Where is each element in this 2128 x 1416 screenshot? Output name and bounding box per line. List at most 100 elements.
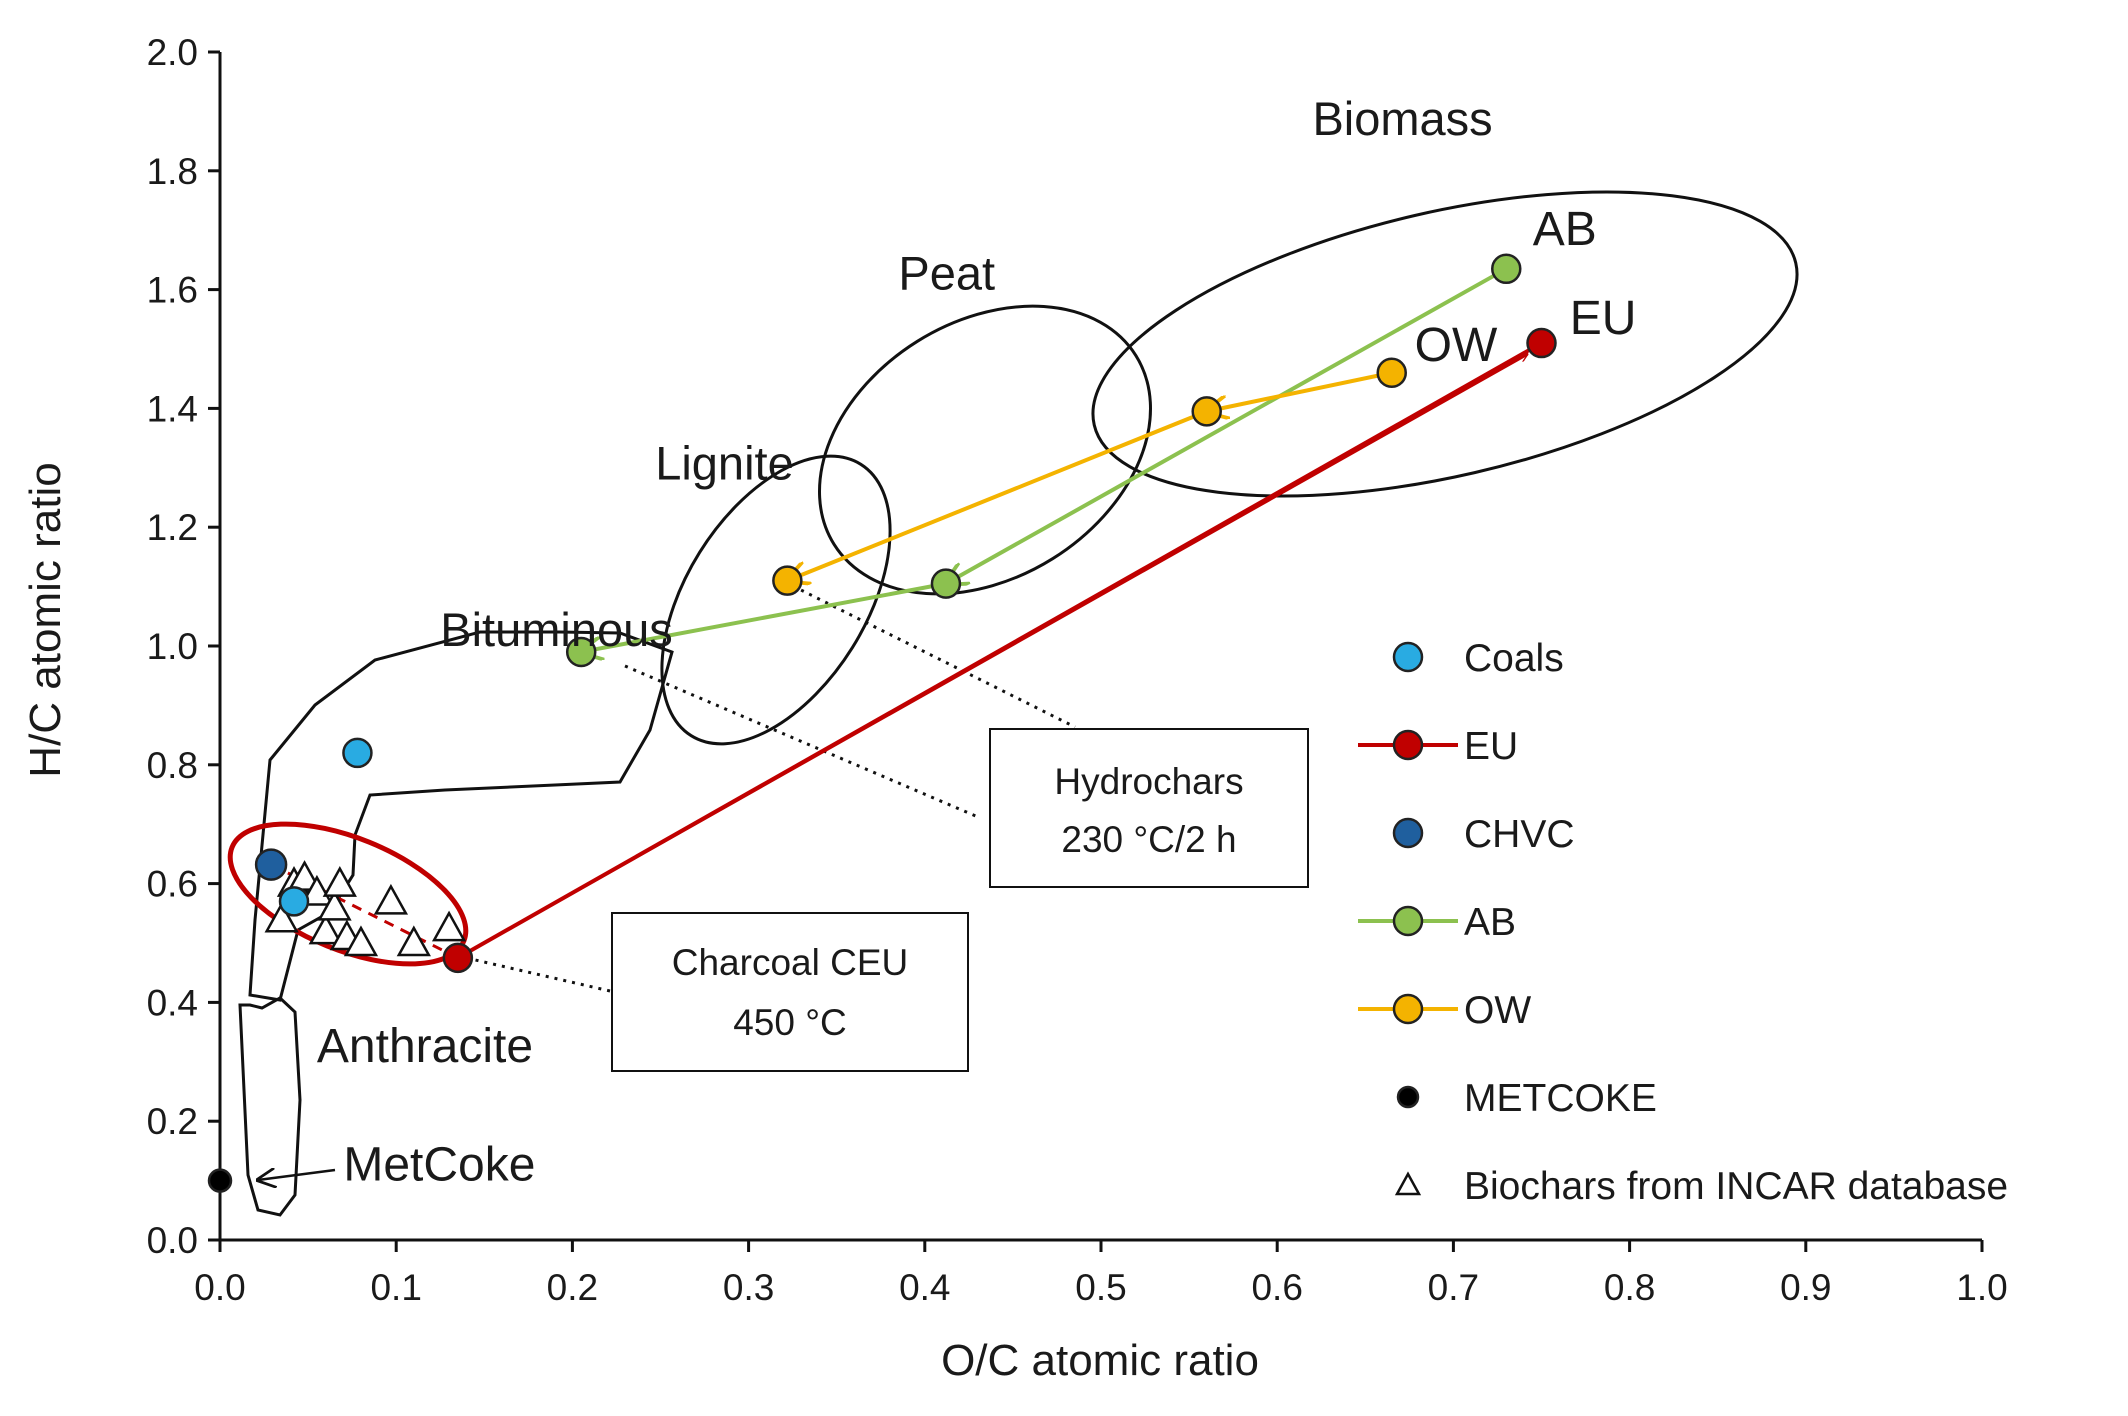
metcoke-point <box>207 1168 233 1193</box>
region-label-metcoke: MetCoke <box>343 1139 535 1192</box>
ow-point <box>1376 357 1407 389</box>
legend-marker-eu <box>1392 729 1424 761</box>
annotations: Hydrochars 230 °C/2 h Charcoal CEU 450 °… <box>457 580 1309 1072</box>
point-label-ab: AB <box>1533 203 1597 256</box>
biochar-point <box>343 925 379 957</box>
legend-item-biochar: Biochars from INCAR database <box>1394 1165 2008 1208</box>
hydrochar-connector-1 <box>624 664 979 819</box>
ab-trajectory-line <box>581 581 947 652</box>
charcoal-connector <box>457 954 611 993</box>
ow-point <box>1191 396 1222 427</box>
ab-point <box>565 636 597 668</box>
x-tick-label: 1.0 <box>1956 1267 2007 1308</box>
region-label-anthracite: Anthracite <box>317 1020 533 1073</box>
legend-label-ab: AB <box>1464 901 1516 944</box>
legend-marker-coals <box>1392 641 1424 673</box>
classification-regions <box>227 190 1799 1217</box>
hydrochars-box <box>989 728 1309 888</box>
charcoal-condition: 450 °C <box>733 1002 847 1043</box>
x-tick-label: 0.1 <box>370 1267 421 1308</box>
anthracite-region <box>238 996 302 1217</box>
x-tick-label: 0.8 <box>1604 1267 1655 1308</box>
biochar-point <box>264 901 299 933</box>
legend-marker-biochar <box>1394 1171 1422 1196</box>
region-label-bituminous: Bituminous <box>440 603 673 656</box>
metcoke-pointer <box>258 1170 336 1180</box>
biomass-region <box>1091 190 1799 498</box>
x-tick-label: 0.9 <box>1780 1267 1831 1308</box>
biochar-point <box>396 925 431 957</box>
legend-label-coals: Coals <box>1464 637 1564 680</box>
legend-marker-metcoke <box>1396 1085 1420 1109</box>
series-lines <box>270 267 1543 960</box>
axes: 0.0 0.1 0.2 0.3 0.4 0.5 0.6 0.7 0.8 0.9 1.0 0.0 0.2 0… <box>147 32 2008 1308</box>
point-label-eu: EU <box>1570 292 1637 345</box>
biochar-point <box>308 913 343 945</box>
region-label-lignite: Lignite <box>655 437 794 490</box>
charcoal-box <box>611 912 969 1072</box>
legend-label-metcoke: METCOKE <box>1464 1077 1657 1120</box>
x-axis-title: O/C atomic ratio <box>941 1336 1259 1385</box>
y-tick-label: 0.4 <box>147 982 198 1023</box>
region-label-biomass: Biomass <box>1312 92 1492 145</box>
chvc-point <box>254 848 288 881</box>
legend-label-eu: EU <box>1464 725 1518 768</box>
y-tick-label: 0.6 <box>147 864 198 905</box>
x-tick-label: 0.4 <box>899 1267 950 1308</box>
legend-item-chvc: CHVC <box>1392 813 1575 856</box>
eu-point <box>442 942 474 974</box>
legend-label-chvc: CHVC <box>1464 813 1575 856</box>
ab-point <box>930 568 962 599</box>
legend-marker-ow <box>1392 993 1424 1025</box>
legend-label-ow: OW <box>1464 989 1531 1032</box>
eu-charcoal-arrow <box>457 352 1528 960</box>
x-tick-label: 0.3 <box>723 1267 774 1308</box>
biochar-point <box>373 883 409 915</box>
peat-region <box>818 304 1152 596</box>
x-tick-label: 0.0 <box>194 1267 245 1308</box>
point-label-ow: OW <box>1415 319 1498 372</box>
x-tick-label: 0.5 <box>1075 1267 1126 1308</box>
legend-item-ab: AB <box>1358 901 1516 944</box>
biochar-point <box>317 889 352 921</box>
region-label-peat: Peat <box>898 247 995 300</box>
hydrochars-label: Hydrochars <box>1054 761 1243 802</box>
ow-trajectory-line <box>1207 370 1393 412</box>
y-axis-title: H/C atomic ratio <box>21 462 70 777</box>
legend-item-eu: EU <box>1358 725 1518 768</box>
biochar-point <box>322 866 357 897</box>
y-tick-label: 0.2 <box>147 1101 198 1142</box>
ab-trajectory-line <box>946 267 1508 584</box>
biochar-point <box>299 874 335 906</box>
legend-item-ow: OW <box>1358 989 1531 1032</box>
y-tick-label: 1.4 <box>147 388 198 429</box>
ow-trajectory-line <box>787 409 1208 580</box>
x-tick-label: 0.7 <box>1428 1267 1479 1308</box>
y-tick-label: 2.0 <box>147 32 198 73</box>
y-tick-label: 1.8 <box>147 151 198 192</box>
legend-marker-chvc <box>1392 817 1424 849</box>
lignite-region <box>660 454 892 746</box>
legend-item-metcoke: METCOKE <box>1396 1077 1657 1120</box>
charcoal-label: Charcoal CEU <box>672 942 908 983</box>
biochar-point <box>431 910 467 942</box>
legend-item-coals: Coals <box>1392 637 1564 680</box>
y-tick-label: 1.0 <box>147 626 198 667</box>
ab-point <box>1491 253 1522 285</box>
y-tick-label: 1.2 <box>147 507 198 548</box>
coals-point <box>278 886 310 917</box>
y-tick-label: 0.0 <box>147 1220 198 1261</box>
x-tick-label: 0.2 <box>547 1267 598 1308</box>
ow-point <box>772 565 803 596</box>
legend-marker-ab <box>1392 905 1424 937</box>
eu-point <box>1526 327 1557 359</box>
biochar-point <box>287 860 322 891</box>
y-tick-label: 1.6 <box>147 270 198 311</box>
y-tick-label: 0.8 <box>147 745 198 786</box>
legend-label-biochar: Biochars from INCAR database <box>1464 1165 2008 1208</box>
x-tick-label: 0.6 <box>1251 1267 1302 1308</box>
data-points <box>207 253 1557 1193</box>
coals-point <box>342 737 373 769</box>
